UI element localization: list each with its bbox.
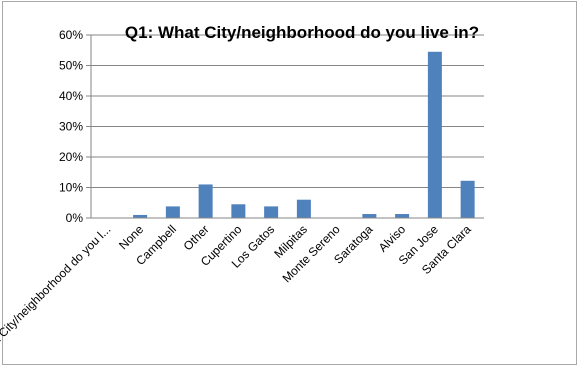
bar — [296, 199, 311, 218]
bar — [198, 184, 213, 218]
bar — [133, 214, 148, 218]
y-tick-label: 0% — [66, 211, 84, 225]
x-category-label: None — [116, 222, 146, 252]
bar — [395, 214, 410, 218]
y-tick-label: 40% — [59, 89, 83, 103]
bar — [231, 204, 246, 218]
bar — [165, 206, 180, 218]
y-tick-label: 20% — [59, 150, 83, 164]
bar — [460, 180, 475, 218]
bar — [264, 206, 279, 218]
bar — [362, 214, 377, 218]
x-category-label: Q1: What City/neighborhood do you l... — [0, 222, 113, 367]
y-tick-label: 30% — [59, 120, 83, 134]
y-tick-label: 50% — [59, 59, 83, 73]
bar — [427, 51, 442, 219]
y-tick-label: 60% — [59, 28, 83, 42]
chart-title: Q1: What City/neighborhood do you live i… — [125, 23, 479, 42]
y-tick-label: 10% — [59, 181, 83, 195]
